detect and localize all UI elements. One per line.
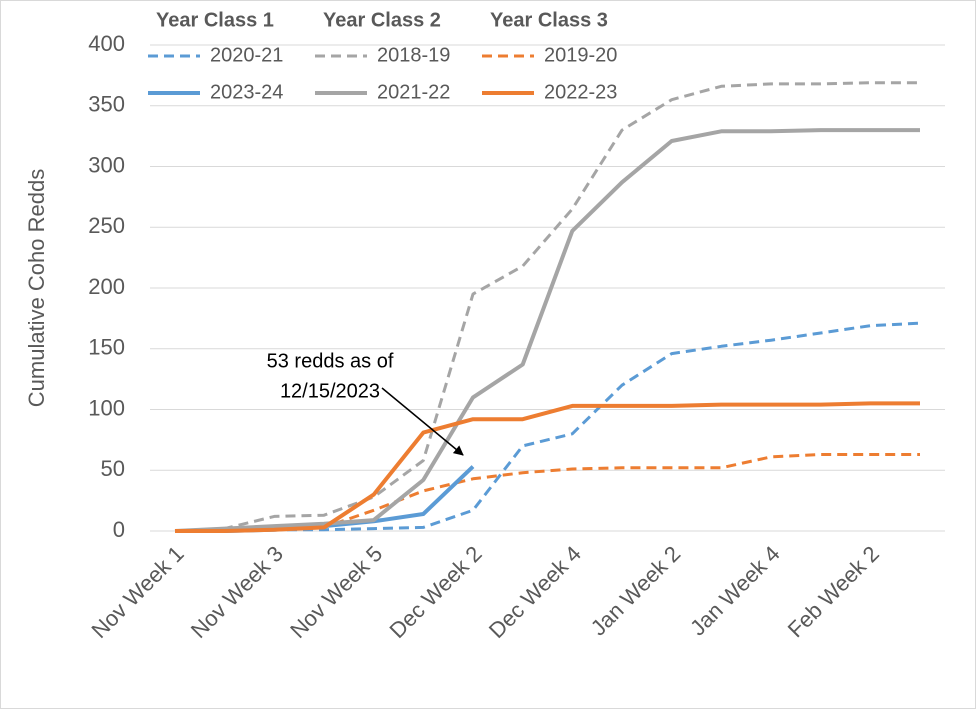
y-tick-label: 200 <box>88 274 125 299</box>
series-line <box>174 128 920 533</box>
legend-label: 2023-24 <box>210 81 283 103</box>
series-line <box>174 81 920 533</box>
y-tick-label: 350 <box>88 92 125 117</box>
y-tick-label: 250 <box>88 213 125 238</box>
series-line <box>175 453 920 533</box>
y-axis-title: Cumulative Coho Redds <box>24 169 49 407</box>
legend-label: 2020-21 <box>210 44 283 66</box>
series-line <box>175 321 921 533</box>
legend-label: 2021-22 <box>377 81 450 103</box>
annotation-line: 12/15/2023 <box>280 380 380 402</box>
legend-label: 2022-23 <box>544 81 617 103</box>
y-tick-label: 100 <box>88 395 125 420</box>
y-tick-label: 50 <box>101 456 125 481</box>
legend-label: 2019-20 <box>544 44 617 66</box>
lines <box>174 81 921 533</box>
y-tick-label: 150 <box>88 335 125 360</box>
legend-header: Year Class 2 <box>323 9 441 31</box>
legend-header: Year Class 1 <box>156 9 274 31</box>
annotation-arrow <box>381 387 464 456</box>
legend-label: 2018-19 <box>377 44 450 66</box>
y-tick-label: 300 <box>88 152 125 177</box>
y-tick-label: 400 <box>88 31 125 56</box>
series-line <box>175 401 920 533</box>
annotation-line: 53 redds as of <box>267 350 394 372</box>
legend-header: Year Class 3 <box>490 9 608 31</box>
y-tick-label: 0 <box>113 517 125 542</box>
